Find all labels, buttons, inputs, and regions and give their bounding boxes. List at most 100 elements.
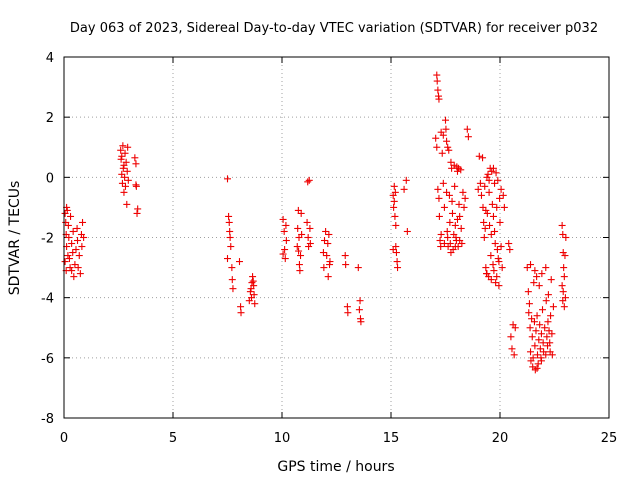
data-point (451, 243, 459, 251)
data-point (123, 167, 131, 175)
data-point (74, 264, 82, 272)
data-point (443, 227, 451, 235)
data-point (322, 227, 330, 235)
data-point (224, 175, 231, 183)
data-point (437, 230, 445, 238)
data-point (73, 224, 81, 232)
data-point (134, 205, 142, 213)
data-point (533, 364, 541, 372)
data-point (280, 227, 288, 235)
data-point (445, 146, 453, 154)
data-point (64, 221, 72, 229)
data-point (400, 185, 408, 193)
data-point (525, 309, 533, 317)
data-point (393, 258, 401, 266)
data-point (508, 345, 516, 353)
data-point (306, 224, 314, 232)
data-point (560, 273, 568, 281)
data-point (527, 348, 535, 356)
data-point (453, 163, 461, 171)
data-point (481, 182, 489, 190)
data-point (325, 230, 333, 238)
data-point (494, 255, 502, 263)
data-point (124, 143, 132, 151)
data-point (80, 234, 88, 241)
data-point (250, 291, 258, 299)
data-point (523, 264, 531, 272)
data-point (279, 250, 287, 258)
y-tick-label: -8 (41, 412, 54, 427)
data-point (447, 158, 455, 166)
data-point (121, 149, 129, 157)
data-point (304, 178, 312, 186)
data-point (559, 288, 567, 296)
data-point (225, 212, 233, 220)
data-point (480, 234, 488, 241)
data-point (560, 264, 568, 272)
data-point (246, 288, 254, 296)
data-point (494, 176, 502, 184)
data-point (561, 252, 569, 260)
data-point (342, 261, 350, 269)
data-point (562, 234, 570, 241)
data-point (544, 318, 552, 326)
data-point (485, 176, 493, 184)
data-point (491, 227, 499, 235)
data-point (488, 200, 496, 208)
data-point (295, 261, 303, 269)
data-point (559, 249, 567, 257)
data-points (61, 71, 570, 374)
data-point (533, 351, 541, 359)
data-point (66, 264, 74, 272)
data-point (357, 318, 365, 326)
data-point (324, 240, 332, 248)
data-point (491, 179, 499, 187)
data-point (480, 218, 488, 226)
data-point (118, 179, 126, 187)
data-point (495, 282, 503, 290)
data-point (489, 164, 497, 172)
data-point (531, 267, 539, 275)
data-point (121, 182, 129, 190)
data-point (530, 279, 538, 287)
x-tick-label: 5 (169, 431, 177, 446)
data-point (391, 188, 399, 196)
data-point (529, 354, 537, 362)
data-point (281, 246, 289, 254)
data-point (496, 218, 504, 226)
data-point (389, 246, 397, 254)
data-point (297, 252, 305, 260)
y-tick-label: 0 (46, 171, 54, 186)
data-point (439, 131, 447, 139)
data-point (559, 230, 567, 238)
data-point (296, 267, 304, 275)
data-point (453, 167, 461, 175)
data-point (319, 249, 327, 257)
data-point (119, 142, 127, 150)
data-point (249, 273, 257, 281)
data-point (69, 227, 77, 235)
data-point (497, 243, 505, 251)
data-point (505, 240, 513, 248)
data-point (343, 303, 351, 311)
y-tick-label: 2 (46, 111, 54, 126)
data-point (506, 246, 514, 254)
data-point (474, 185, 482, 193)
data-point (117, 146, 125, 154)
data-point (535, 282, 543, 290)
data-point (487, 252, 495, 260)
data-point (491, 240, 499, 248)
data-point (403, 227, 411, 235)
data-point (510, 351, 518, 359)
data-point (479, 154, 487, 162)
data-point (492, 169, 500, 177)
chart-title: Day 063 of 2023, Sidereal Day-to-day VTE… (70, 21, 598, 36)
data-point (497, 185, 505, 193)
data-point (123, 200, 131, 208)
data-point (446, 240, 454, 248)
data-point (437, 243, 445, 251)
data-point (304, 234, 312, 241)
data-point (392, 221, 400, 229)
data-point (549, 303, 557, 311)
